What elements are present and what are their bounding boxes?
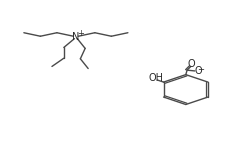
Text: O: O — [187, 59, 195, 69]
Text: +: + — [77, 29, 84, 38]
Text: N: N — [72, 32, 80, 42]
Text: −: − — [197, 65, 204, 74]
Text: OH: OH — [148, 73, 164, 83]
Text: O: O — [194, 66, 202, 76]
